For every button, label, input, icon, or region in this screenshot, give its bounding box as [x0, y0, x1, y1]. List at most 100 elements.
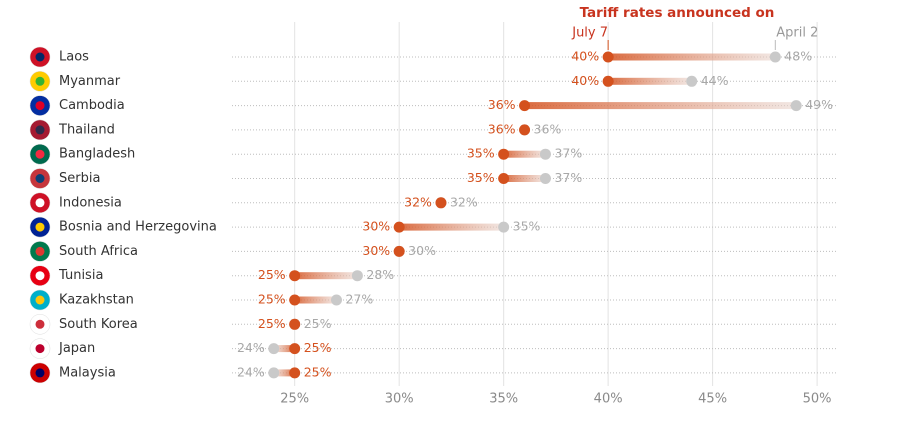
dot-july	[435, 197, 447, 209]
legend-label: July 7	[571, 26, 608, 41]
value-label: 27%	[345, 292, 373, 307]
value-label: 25%	[258, 316, 286, 331]
category-label: Laos	[59, 50, 89, 65]
category-label: Tunisia	[58, 268, 103, 283]
category-label: Bosnia and Herzegovina	[59, 220, 217, 235]
dot-july	[289, 318, 301, 330]
connector	[503, 150, 546, 158]
flag-emblem	[35, 101, 45, 111]
dot-april	[268, 367, 280, 379]
connector	[503, 175, 546, 182]
value-label: 25%	[304, 316, 332, 331]
x-tick-label: 35%	[489, 392, 518, 407]
dot-july	[393, 245, 405, 257]
dot-july	[289, 343, 301, 355]
dot-april	[351, 270, 363, 282]
value-label: 40%	[571, 73, 599, 88]
value-label: 35%	[513, 219, 541, 234]
connector	[524, 102, 797, 110]
flag-emblem	[35, 149, 45, 159]
value-label: 35%	[467, 170, 495, 185]
legend-label: April 2	[776, 26, 818, 41]
value-label: 30%	[362, 243, 390, 258]
value-label: 35%	[467, 146, 495, 161]
connector	[294, 296, 337, 304]
category-label: South Korea	[59, 317, 138, 332]
dot-april	[268, 343, 280, 355]
value-label: 25%	[304, 364, 332, 379]
value-label: 36%	[488, 97, 516, 112]
category-label: Thailand	[58, 122, 115, 137]
category-label: Bangladesh	[59, 147, 135, 162]
flag-emblem	[35, 344, 45, 354]
dot-april	[498, 221, 510, 233]
flag-emblem	[35, 125, 45, 135]
flag-emblem	[35, 198, 45, 208]
dot-july	[519, 124, 531, 136]
dot-april	[686, 75, 698, 87]
category-label: South Africa	[59, 244, 138, 259]
dot-april	[539, 148, 551, 160]
dot-july	[498, 173, 510, 184]
connector	[273, 345, 295, 353]
value-label: 30%	[362, 219, 390, 234]
x-tick-label: 50%	[803, 392, 832, 407]
value-label: 24%	[237, 340, 265, 355]
connector	[608, 77, 692, 85]
flag-emblem	[35, 295, 45, 305]
x-tick-label: 45%	[698, 392, 727, 407]
value-label: 37%	[554, 146, 582, 161]
connector	[294, 272, 358, 280]
category-label: Cambodia	[59, 98, 125, 113]
connector	[273, 369, 295, 377]
dot-april	[769, 51, 781, 63]
value-label: 40%	[571, 49, 599, 64]
dot-july	[289, 270, 301, 282]
category-label: Indonesia	[59, 195, 122, 210]
category-label: Kazakhstan	[59, 293, 134, 308]
value-label: 36%	[534, 121, 562, 136]
dot-july	[289, 294, 301, 306]
flag-emblem	[35, 76, 45, 86]
dot-july	[602, 75, 614, 87]
dot-july	[519, 100, 531, 112]
dot-july	[393, 221, 405, 233]
category-label: Myanmar	[59, 74, 121, 89]
flag-emblem	[35, 246, 45, 256]
dot-july	[602, 51, 614, 63]
dot-april	[330, 294, 342, 306]
value-label: 32%	[404, 194, 432, 209]
value-label: 49%	[805, 97, 833, 112]
dot-april	[790, 100, 802, 112]
flag-emblem	[35, 319, 45, 329]
value-label: 24%	[237, 364, 265, 379]
value-label: 30%	[408, 243, 436, 258]
flag-emblem	[35, 271, 45, 281]
value-label: 25%	[258, 292, 286, 307]
legend-title: Tariff rates announced on	[580, 5, 775, 21]
x-tick-label: 40%	[594, 392, 623, 407]
flag-emblem	[35, 368, 45, 378]
dot-april	[539, 173, 551, 184]
value-label: 25%	[304, 340, 332, 355]
value-label: 32%	[450, 194, 478, 209]
value-label: 48%	[784, 49, 812, 64]
x-tick-label: 25%	[280, 392, 309, 407]
connector	[399, 223, 504, 231]
flag-emblem	[35, 174, 45, 183]
category-label: Serbia	[59, 171, 100, 186]
category-label: Japan	[58, 341, 95, 356]
flag-emblem	[35, 52, 45, 62]
value-label: 25%	[258, 267, 286, 282]
dot-july	[289, 367, 301, 379]
value-label: 36%	[488, 121, 516, 136]
value-label: 37%	[554, 170, 582, 185]
category-label: Malaysia	[59, 365, 116, 380]
x-tick-label: 30%	[385, 392, 414, 407]
value-label: 28%	[366, 267, 394, 282]
value-label: 44%	[701, 73, 729, 88]
connector	[608, 53, 776, 61]
dot-july	[498, 148, 510, 160]
flag-emblem	[35, 222, 45, 232]
